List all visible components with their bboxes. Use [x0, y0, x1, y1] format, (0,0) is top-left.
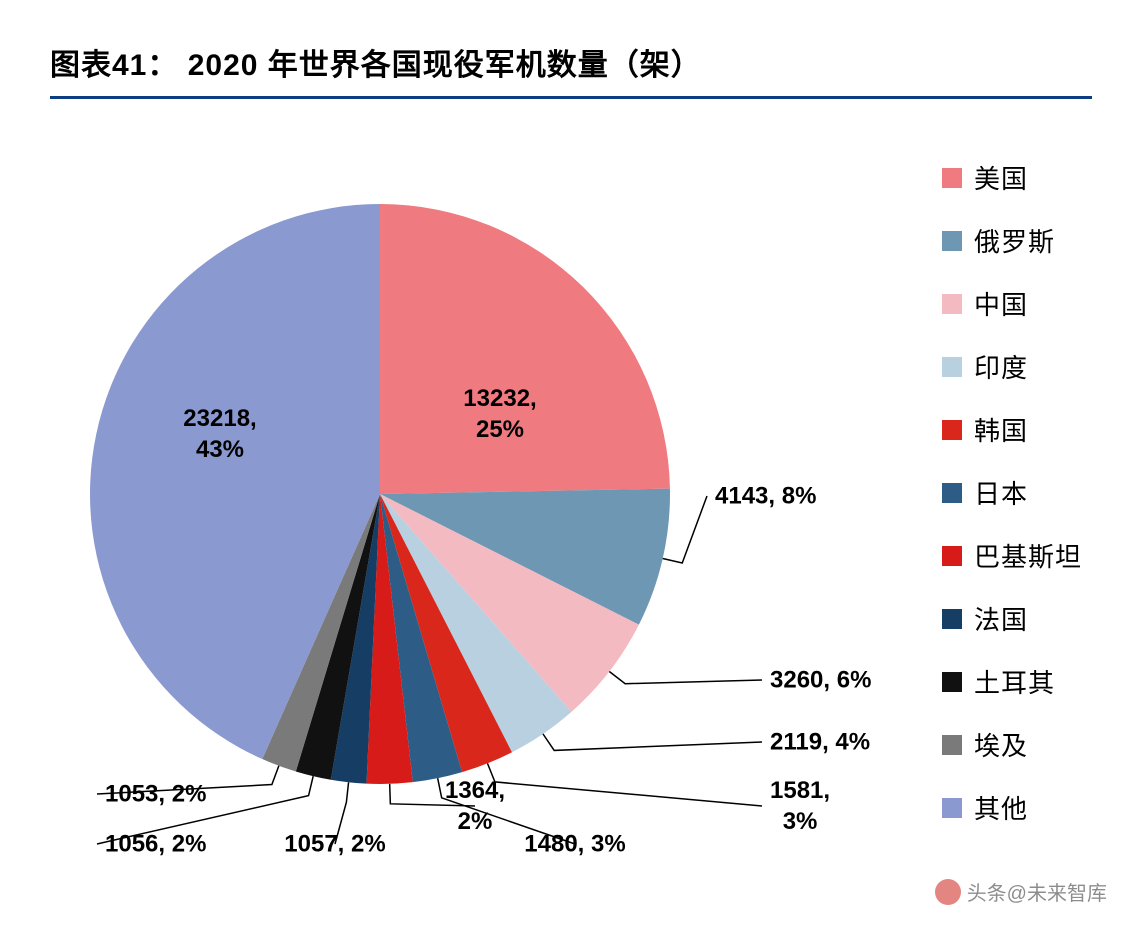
slice-outer-label: 1056, 2%: [105, 828, 206, 859]
legend-swatch: [942, 420, 962, 440]
legend-label: 美国: [974, 159, 1028, 196]
slice-outer-label: 1581, 3%: [770, 775, 830, 837]
legend-item: 韩国: [942, 411, 1082, 448]
legend-item: 印度: [942, 348, 1082, 385]
title-underline: [50, 96, 1092, 99]
legend-label: 埃及: [974, 726, 1028, 763]
legend-item: 俄罗斯: [942, 222, 1082, 259]
legend-item: 埃及: [942, 726, 1082, 763]
legend-item: 其他: [942, 789, 1082, 826]
chart-title-bar: 图表41： 2020 年世界各国现役军机数量（架）: [0, 0, 1142, 114]
legend-item: 美国: [942, 159, 1082, 196]
legend-label: 法国: [974, 600, 1028, 637]
legend-item: 法国: [942, 600, 1082, 637]
legend-item: 巴基斯坦: [942, 537, 1082, 574]
chart-title: 图表41： 2020 年世界各国现役军机数量（架）: [50, 40, 1092, 84]
legend-label: 日本: [974, 474, 1028, 511]
watermark: 头条@未来智库: [935, 877, 1107, 906]
slice-outer-label: 1053, 2%: [105, 778, 206, 809]
slice-outer-label: 3260, 6%: [770, 664, 871, 695]
legend: 美国俄罗斯中国印度韩国日本巴基斯坦法国土耳其埃及其他: [942, 159, 1082, 852]
legend-swatch: [942, 231, 962, 251]
legend-swatch: [942, 735, 962, 755]
legend-item: 中国: [942, 285, 1082, 322]
legend-swatch: [942, 357, 962, 377]
legend-item: 土耳其: [942, 663, 1082, 700]
slice-outer-label: 1364, 2%: [445, 775, 505, 837]
legend-swatch: [942, 798, 962, 818]
slice-outer-label: 2119, 4%: [770, 726, 870, 757]
legend-label: 俄罗斯: [974, 222, 1055, 259]
chart-area: 13232, 25% 23218, 43% 4143, 8% 3260, 6% 2119…: [0, 114, 1142, 874]
watermark-text: 头条@未来智库: [967, 877, 1107, 906]
pie-chart: [80, 194, 680, 794]
watermark-icon: [935, 879, 961, 905]
slice-inner-label: 13232, 25%: [463, 383, 536, 445]
slice-outer-label: 1480, 3%: [524, 828, 625, 859]
legend-label: 韩国: [974, 411, 1028, 448]
legend-label: 中国: [974, 285, 1028, 322]
slice-outer-label: 1057, 2%: [284, 828, 385, 859]
slice-inner-label: 23218, 43%: [183, 403, 256, 465]
legend-label: 印度: [974, 348, 1028, 385]
legend-label: 其他: [974, 789, 1028, 826]
legend-swatch: [942, 168, 962, 188]
slice-outer-label: 4143, 8%: [715, 480, 816, 511]
legend-swatch: [942, 294, 962, 314]
legend-swatch: [942, 672, 962, 692]
legend-swatch: [942, 609, 962, 629]
legend-swatch: [942, 546, 962, 566]
legend-label: 巴基斯坦: [974, 537, 1082, 574]
legend-swatch: [942, 483, 962, 503]
legend-item: 日本: [942, 474, 1082, 511]
legend-label: 土耳其: [974, 663, 1055, 700]
pie-slice: [380, 204, 670, 494]
